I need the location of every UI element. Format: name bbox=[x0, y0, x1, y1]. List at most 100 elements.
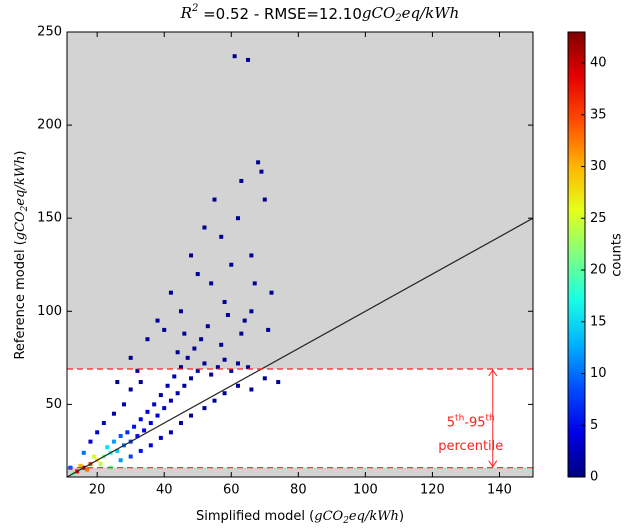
point bbox=[202, 406, 207, 411]
colorbar-label: counts bbox=[610, 233, 625, 277]
point bbox=[219, 234, 224, 239]
plot-frame bbox=[66, 31, 534, 478]
annotation-part: -95 bbox=[464, 415, 485, 430]
point bbox=[175, 350, 180, 355]
point bbox=[145, 337, 150, 342]
x-tick-label: 80 bbox=[290, 483, 307, 498]
point bbox=[222, 299, 227, 304]
title-part: eq/kWh bbox=[402, 4, 460, 22]
point bbox=[256, 160, 261, 165]
point bbox=[262, 376, 267, 381]
annotation-part: 5 bbox=[447, 415, 455, 430]
colorbar-tick-label: 35 bbox=[590, 107, 607, 122]
point bbox=[222, 391, 227, 396]
title-part: 2 bbox=[191, 3, 198, 14]
point bbox=[111, 439, 116, 444]
point bbox=[202, 361, 207, 366]
point bbox=[212, 197, 217, 202]
point bbox=[239, 331, 244, 336]
label-part: gCO bbox=[314, 509, 343, 524]
point bbox=[145, 409, 150, 414]
label-part: eq/kWh bbox=[349, 509, 399, 524]
x-tick-label: 40 bbox=[156, 483, 173, 498]
annotation-part: th bbox=[486, 413, 495, 423]
point bbox=[229, 262, 234, 267]
x-tick-label: 60 bbox=[223, 483, 240, 498]
annotation-part: th bbox=[455, 413, 464, 423]
point bbox=[259, 169, 264, 174]
y-tick-label: 100 bbox=[37, 304, 62, 319]
point bbox=[249, 253, 254, 258]
x-tick-label: 100 bbox=[353, 483, 378, 498]
label-part: gCO bbox=[13, 211, 28, 240]
y-tick-label: 200 bbox=[37, 118, 62, 133]
colorbar-tick-label: 15 bbox=[590, 314, 607, 329]
point bbox=[262, 197, 267, 202]
point bbox=[162, 327, 167, 332]
point bbox=[88, 439, 93, 444]
point bbox=[246, 57, 251, 62]
colorbar bbox=[567, 31, 586, 478]
point bbox=[266, 327, 271, 332]
point bbox=[168, 290, 173, 295]
point bbox=[85, 467, 90, 472]
point bbox=[168, 430, 173, 435]
y-tick-label: 50 bbox=[45, 397, 62, 412]
point bbox=[132, 424, 137, 429]
point bbox=[249, 309, 254, 314]
point bbox=[118, 458, 123, 463]
point bbox=[78, 463, 83, 468]
point bbox=[135, 368, 140, 373]
colorbar-tick-label: 0 bbox=[590, 470, 598, 485]
point bbox=[158, 435, 163, 440]
point bbox=[242, 318, 247, 323]
label-part: ) bbox=[399, 509, 404, 524]
x-tick-label: 20 bbox=[89, 483, 106, 498]
point bbox=[252, 281, 257, 286]
point bbox=[121, 402, 126, 407]
point bbox=[101, 421, 106, 426]
point bbox=[135, 434, 140, 439]
point bbox=[128, 355, 133, 360]
label-part: 2 bbox=[342, 516, 349, 526]
point bbox=[185, 355, 190, 360]
point bbox=[152, 402, 157, 407]
point bbox=[118, 434, 123, 439]
point bbox=[138, 417, 143, 422]
annotation: 5th-95th bbox=[447, 413, 495, 430]
label-part: Simplified model ( bbox=[196, 509, 314, 524]
point bbox=[162, 406, 167, 411]
colorbar-tick-label: 40 bbox=[590, 56, 607, 71]
colorbar-tick-label: 25 bbox=[590, 211, 607, 226]
reference-line bbox=[67, 217, 533, 477]
point bbox=[189, 376, 194, 381]
point bbox=[269, 290, 274, 295]
point bbox=[192, 346, 197, 351]
label-part: ) bbox=[13, 150, 28, 155]
point bbox=[128, 387, 133, 392]
point bbox=[222, 357, 227, 362]
colorbar-tick-label: 20 bbox=[590, 263, 607, 278]
y-axis-label: Reference model (gCO2eq/kWh) bbox=[13, 150, 30, 359]
point bbox=[148, 443, 153, 448]
point bbox=[138, 448, 143, 453]
point bbox=[155, 413, 160, 418]
label-part: Reference model ( bbox=[13, 240, 28, 359]
y-tick-label: 150 bbox=[37, 211, 62, 226]
point bbox=[81, 450, 86, 455]
arrow-head bbox=[488, 369, 498, 377]
point bbox=[232, 54, 237, 59]
point bbox=[189, 413, 194, 418]
point bbox=[182, 331, 187, 336]
label-part: eq/kWh bbox=[13, 156, 28, 206]
title-part: 2 bbox=[394, 13, 401, 24]
point bbox=[175, 391, 180, 396]
colorbar-tick-label: 30 bbox=[590, 159, 607, 174]
x-tick-label: 120 bbox=[420, 483, 445, 498]
title-part: gCO bbox=[362, 4, 395, 22]
point bbox=[235, 216, 240, 221]
point bbox=[195, 272, 200, 277]
colorbar-tick-label: 5 bbox=[590, 418, 598, 433]
label-part: 2 bbox=[20, 205, 30, 212]
